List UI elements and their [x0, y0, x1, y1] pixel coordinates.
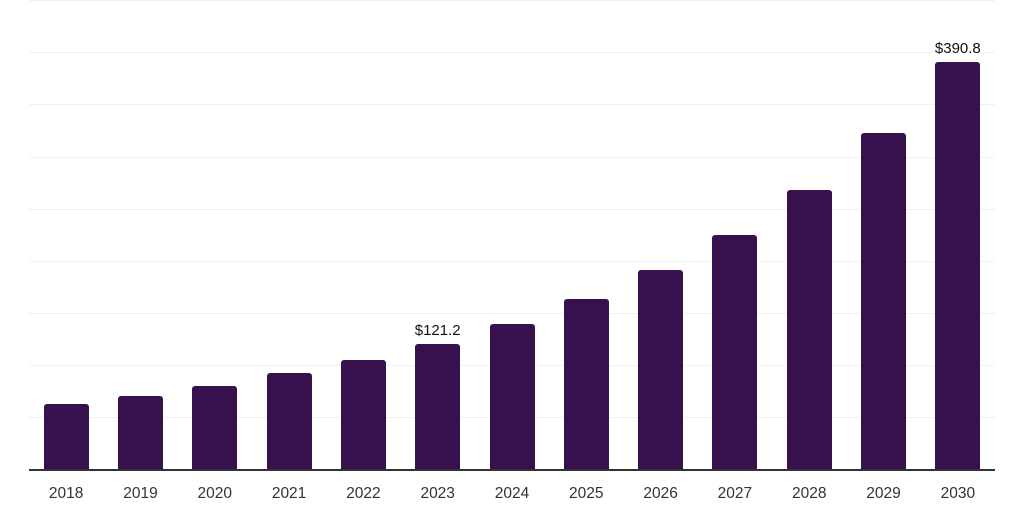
x-tick-label-2019: 2019: [123, 485, 158, 502]
bar-2027: [712, 235, 758, 470]
bar-2029: [861, 132, 907, 470]
bar-2023: [415, 343, 461, 470]
bar-2018: [43, 403, 89, 470]
x-tick-label-2029: 2029: [866, 485, 901, 502]
bar-2028: [786, 190, 832, 470]
data-label-2023: $121.2: [414, 321, 461, 339]
bar-2026: [638, 270, 684, 470]
gridline-200: [29, 260, 995, 262]
bar-2019: [117, 396, 163, 470]
bar-2024: [489, 323, 535, 470]
gridline-450: [29, 0, 995, 1]
x-tick-label-2022: 2022: [346, 485, 381, 502]
x-tick-label-2021: 2021: [271, 485, 307, 502]
x-tick-label-2020: 2020: [197, 485, 233, 502]
bar-2021: [266, 373, 312, 470]
bar-2030: [935, 62, 981, 470]
x-tick-label-2023: 2023: [420, 485, 455, 502]
gridline-300: [29, 156, 995, 158]
gridline-150: [29, 313, 995, 314]
gridline-400: [29, 52, 995, 54]
x-tick-label-2026: 2026: [643, 485, 678, 502]
x-tick-label-2030: 2030: [940, 485, 976, 502]
bar-2022: [340, 359, 386, 470]
x-tick-label-2028: 2028: [791, 485, 827, 502]
x-tick-label-2025: 2025: [569, 485, 604, 502]
x-tick-label-2018: 2018: [48, 485, 84, 502]
data-label-2030: $390.8: [934, 40, 981, 58]
x-tick-label-2024: 2024: [494, 485, 530, 502]
bar-2025: [563, 299, 609, 470]
x-axis-line: [29, 469, 995, 471]
gridline-350: [29, 104, 995, 106]
x-tick-label-2027: 2027: [717, 485, 753, 502]
bar-2020: [192, 385, 238, 470]
gridline-250: [29, 208, 995, 210]
